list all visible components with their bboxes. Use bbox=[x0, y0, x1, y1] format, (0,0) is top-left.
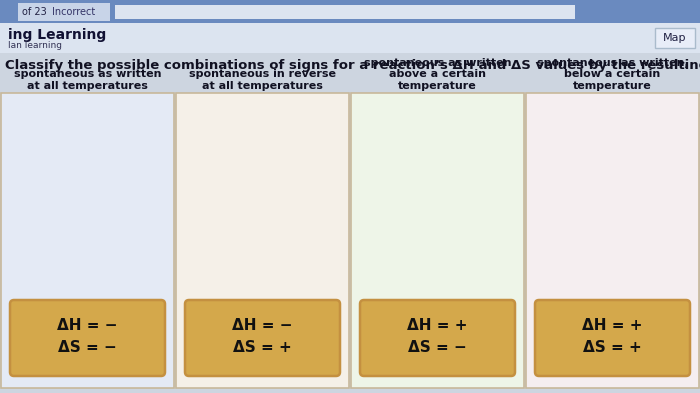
Text: ΔH = −: ΔH = − bbox=[57, 318, 118, 334]
Text: ΔH = +: ΔH = + bbox=[407, 318, 468, 334]
FancyBboxPatch shape bbox=[176, 93, 349, 388]
FancyBboxPatch shape bbox=[18, 3, 110, 21]
Text: lan learning: lan learning bbox=[8, 42, 62, 50]
Text: ΔH = −: ΔH = − bbox=[232, 318, 293, 334]
FancyBboxPatch shape bbox=[0, 23, 700, 53]
Text: ΔS = +: ΔS = + bbox=[233, 340, 292, 356]
FancyBboxPatch shape bbox=[115, 5, 575, 19]
Text: ΔS = −: ΔS = − bbox=[58, 340, 117, 356]
FancyBboxPatch shape bbox=[655, 28, 695, 48]
Text: ing Learning: ing Learning bbox=[8, 28, 106, 42]
Text: spontaneous as written,
below a certain
temperature: spontaneous as written, below a certain … bbox=[537, 58, 688, 91]
FancyBboxPatch shape bbox=[526, 93, 699, 388]
FancyBboxPatch shape bbox=[535, 300, 690, 376]
Text: ΔS = −: ΔS = − bbox=[408, 340, 467, 356]
FancyBboxPatch shape bbox=[351, 93, 524, 388]
FancyBboxPatch shape bbox=[185, 300, 340, 376]
Text: Incorrect: Incorrect bbox=[52, 7, 95, 17]
Text: Map: Map bbox=[664, 33, 687, 43]
FancyBboxPatch shape bbox=[10, 300, 165, 376]
Text: ΔS = +: ΔS = + bbox=[583, 340, 642, 356]
Text: Classify the possible combinations of signs for a reaction’s ΔH and ΔS values by: Classify the possible combinations of si… bbox=[5, 59, 700, 72]
FancyBboxPatch shape bbox=[0, 0, 700, 23]
FancyBboxPatch shape bbox=[1, 93, 174, 388]
Text: ΔH = +: ΔH = + bbox=[582, 318, 643, 334]
Text: spontaneous in reverse
at all temperatures: spontaneous in reverse at all temperatur… bbox=[189, 70, 336, 91]
FancyBboxPatch shape bbox=[360, 300, 515, 376]
Text: of 23: of 23 bbox=[22, 7, 47, 17]
Text: spontaneous as written
above a certain
temperature: spontaneous as written above a certain t… bbox=[364, 58, 511, 91]
Text: spontaneous as written
at all temperatures: spontaneous as written at all temperatur… bbox=[14, 70, 161, 91]
